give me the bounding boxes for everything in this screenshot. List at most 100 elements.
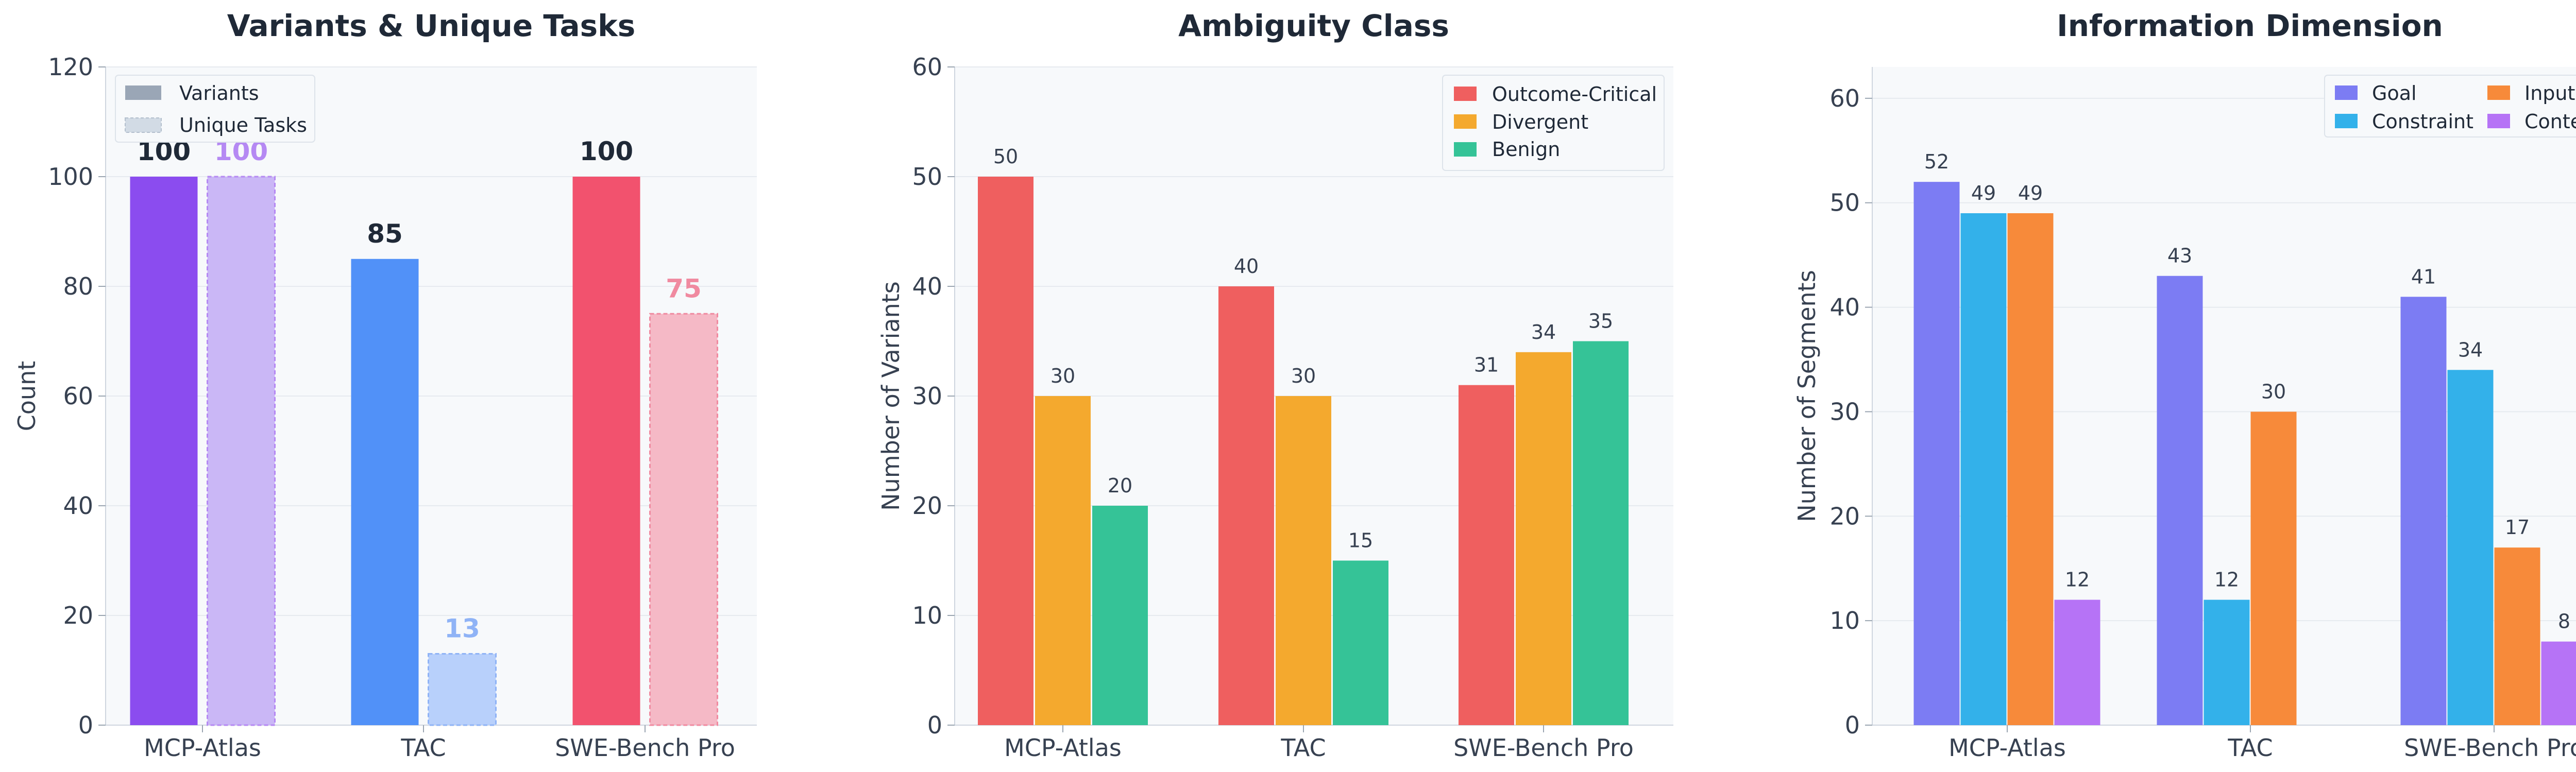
bar-benign-mcp-atlas [1092, 506, 1148, 725]
y-axis-label: Number of Variants [877, 281, 905, 511]
bar-context-swe-bench-pro [2541, 641, 2576, 725]
bar-outcome-critical-tac [1218, 286, 1274, 725]
bar-goal-tac [2157, 276, 2203, 725]
bar-outcome-critical-swe-bench-pro [1459, 385, 1514, 725]
bar-benign-tac [1333, 560, 1388, 725]
legend-label-benign: Benign [1492, 138, 1560, 161]
y-axis-label: Number of Segments [1793, 270, 1821, 522]
y-tick-label: 40 [1829, 294, 1860, 321]
x-tick-label: MCP-Atlas [1004, 734, 1122, 762]
legend-box [1442, 75, 1665, 171]
chart-title: Information Dimension [2057, 8, 2443, 43]
chart-title: Variants & Unique Tasks [227, 8, 635, 43]
bar-goal-swe-bench-pro [2400, 297, 2447, 725]
legend-swatch-goal [2335, 85, 2358, 100]
data-label: 12 [2065, 569, 2090, 591]
data-label: 8 [2558, 610, 2570, 633]
data-label: 41 [2411, 265, 2436, 288]
legend-label-divergent: Divergent [1492, 111, 1588, 133]
legend-label-context: Context [2524, 110, 2576, 133]
legend-label-goal: Goal [2372, 82, 2417, 105]
data-label: 30 [1291, 365, 1316, 387]
y-tick-label: 0 [78, 711, 93, 739]
chart-title: Ambiguity Class [1178, 8, 1449, 43]
data-label: 49 [2018, 182, 2043, 204]
y-tick-label: 30 [912, 382, 942, 410]
y-tick-label: 120 [48, 53, 93, 81]
data-label: 50 [993, 145, 1018, 168]
y-tick-label: 50 [1829, 189, 1860, 217]
x-tick-label: MCP-Atlas [144, 734, 261, 762]
legend-box [115, 75, 315, 143]
x-tick-label: TAC [400, 734, 446, 762]
data-label: 12 [2214, 569, 2239, 591]
legend: Goal Constraint Input Context [2324, 75, 2576, 138]
bar-divergent-tac [1276, 396, 1331, 725]
bar-unique-tasks-swe-bench-pro [649, 313, 718, 726]
legend-swatch-unique-tasks [125, 117, 162, 133]
y-tick-label: 0 [1845, 711, 1860, 739]
legend-swatch-divergent [1454, 114, 1477, 129]
y-tick-label: 80 [63, 272, 93, 300]
y-axis-label: Count [13, 361, 41, 432]
y-tick-label: 30 [1829, 398, 1860, 425]
bar-unique-tasks-mcp-atlas [207, 176, 276, 726]
legend-swatch-variants [125, 85, 161, 100]
legend-swatch-input [2487, 85, 2510, 100]
bar-constraint-tac [2204, 599, 2250, 725]
x-tick-label: TAC [1280, 734, 1326, 762]
legend-label-variants: Variants [179, 82, 259, 105]
bar-unique-tasks-tac [428, 653, 497, 726]
bar-divergent-swe-bench-pro [1516, 352, 1571, 725]
data-label: 17 [2505, 516, 2530, 539]
legend-swatch-constraint [2335, 114, 2358, 128]
y-tick-label: 20 [63, 602, 93, 629]
y-tick-label: 20 [912, 492, 942, 520]
data-label: 43 [2167, 245, 2192, 267]
data-label: 34 [2458, 338, 2483, 361]
x-tick-label: SWE-Bench Pro [2404, 734, 2576, 762]
bar-benign-swe-bench-pro [1573, 341, 1629, 725]
x-tick-label: TAC [2227, 734, 2273, 762]
legend-swatch-benign [1454, 142, 1477, 157]
bar-context-mcp-atlas [2054, 599, 2100, 725]
y-tick-label: 60 [912, 53, 942, 81]
legend-label-input: Input [2524, 82, 2575, 105]
data-label: 34 [1531, 321, 1556, 344]
data-label: 75 [666, 273, 702, 303]
data-label: 15 [1348, 529, 1373, 552]
data-label: 30 [1050, 365, 1075, 387]
y-tick-label: 20 [1829, 502, 1860, 530]
panel-variants-unique-tasks: Variants & Unique Tasks Count 0 20 40 60 80 1… [13, 8, 757, 762]
legend-swatch-context [2487, 114, 2510, 128]
data-label: 40 [1234, 255, 1259, 278]
legend-label-outcome-critical: Outcome-Critical [1492, 83, 1657, 106]
y-tick-label: 10 [1829, 607, 1860, 634]
y-tick-label: 60 [1829, 84, 1860, 112]
legend: Variants Unique Tasks [115, 75, 315, 143]
panel-information-dimension: Information Dimension Number of Segments… [1793, 8, 2576, 762]
data-label: 30 [2261, 380, 2286, 403]
y-tick-label: 0 [927, 711, 942, 739]
legend-label-constraint: Constraint [2372, 110, 2473, 133]
bar-variants-tac [351, 259, 419, 725]
data-label: 13 [444, 614, 480, 644]
data-label: 49 [1971, 182, 1996, 204]
data-label: 20 [1108, 474, 1132, 497]
legend-box [2324, 75, 2576, 138]
data-label: 52 [1924, 150, 1949, 173]
y-tick-label: 60 [63, 382, 93, 410]
y-tick-label: 10 [912, 602, 942, 629]
legend-swatch-outcome-critical [1454, 87, 1477, 101]
x-tick-label: SWE-Bench Pro [1453, 734, 1634, 762]
bar-goal-mcp-atlas [1913, 182, 1960, 726]
data-label: 100 [580, 136, 633, 166]
y-tick-label: 100 [48, 163, 93, 191]
bar-variants-mcp-atlas [130, 177, 198, 725]
bar-divergent-mcp-atlas [1035, 396, 1091, 725]
bar-variants-swe-bench-pro [572, 177, 640, 725]
x-tick-label: MCP-Atlas [1948, 734, 2066, 762]
legend: Outcome-Critical Divergent Benign [1442, 75, 1665, 171]
legend-label-unique-tasks: Unique Tasks [179, 114, 307, 136]
